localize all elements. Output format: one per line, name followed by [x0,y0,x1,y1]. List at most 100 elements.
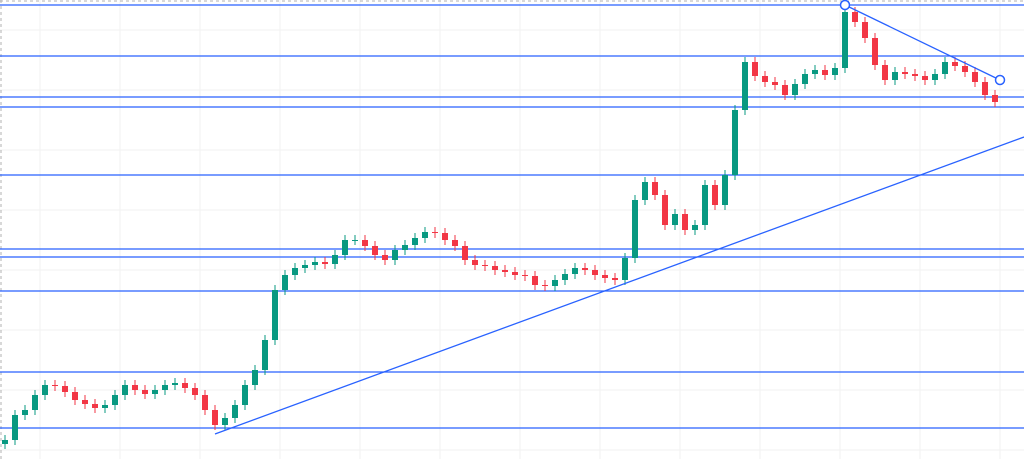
candle-body [152,390,158,394]
candle-body [142,390,148,394]
candle-body [512,272,518,275]
candle-body [432,232,438,233]
candle-body [712,185,718,205]
candle-body [812,70,818,74]
trend-line [214,136,1024,435]
candle-body [912,74,918,76]
candle-body [562,274,568,280]
candle-body [982,82,988,95]
candle-body [242,385,248,405]
candle-body [652,182,658,195]
candle-body [532,276,538,285]
candle-body [942,62,948,74]
candle-body [582,268,588,270]
candle-body [962,66,968,72]
candle-body [162,385,168,390]
candle-body [62,386,68,392]
candle-body [72,392,78,400]
candle-body [182,383,188,388]
candle-body [192,388,198,395]
candle-body [342,240,348,255]
candle-body [872,38,878,65]
candle-body [792,84,798,95]
candle-body [112,395,118,405]
candle-body [612,278,618,280]
candle-body [392,250,398,260]
candle-body [382,255,388,260]
candle-body [22,410,28,415]
candle-body [442,233,448,240]
candle-body [752,62,758,76]
candle-body [262,340,268,370]
candle-body [682,214,688,230]
candle-body [822,70,828,75]
candle-body [892,72,898,80]
candle-body [852,12,858,22]
candle-body [952,62,958,66]
candle-body [172,383,178,385]
candle-body [492,266,498,270]
candle-body [232,405,238,418]
candle-body [312,262,318,265]
candle-body [332,255,338,264]
candle-body [632,200,638,258]
candle-body [842,12,848,68]
candle-body [802,74,808,84]
trend-line [844,4,1001,81]
candle-body [572,268,578,274]
candle-body [82,400,88,404]
candle-body [832,68,838,75]
candle-body [552,280,558,286]
candle-body [102,405,108,408]
candle-body [292,268,298,275]
candle-body [742,62,748,110]
candle-body [32,395,38,410]
candle-body [302,265,308,268]
candle-body [672,214,678,225]
candle-body [362,240,368,246]
candle-body [322,262,328,264]
candle-body [282,275,288,290]
candle-body [642,182,648,200]
candle-body [732,110,738,175]
candle-body [862,22,868,38]
candle-body [932,74,938,80]
candle-body [2,440,8,444]
candle-body [42,385,48,395]
trend-handle [994,74,1006,86]
candle-body [422,232,428,238]
candle-body [922,76,928,80]
candle-body [412,238,418,245]
candle-body [722,175,728,205]
candle-body [992,95,998,102]
candle-body [522,275,528,276]
candle-body [92,404,98,408]
candle-body [222,418,228,425]
candle-body [122,385,128,395]
candle-body [12,415,18,440]
candle-body [472,260,478,265]
candle-body [902,72,908,74]
candle-body [542,285,548,286]
candle-body [592,270,598,275]
candle-body [602,275,608,278]
candle-body [462,246,468,260]
candle-body [972,72,978,82]
candle-body [772,82,778,85]
candle-body [702,185,708,225]
candle-body [782,85,788,95]
candle-body [132,385,138,390]
candle-body [272,290,278,340]
candle-body [502,270,508,272]
candle-body [692,225,698,230]
candle-body [662,195,668,225]
candle-body [212,410,218,425]
candle-body [352,240,358,241]
trend-handle [839,0,851,11]
candle-body [202,395,208,410]
candle-body [762,76,768,82]
